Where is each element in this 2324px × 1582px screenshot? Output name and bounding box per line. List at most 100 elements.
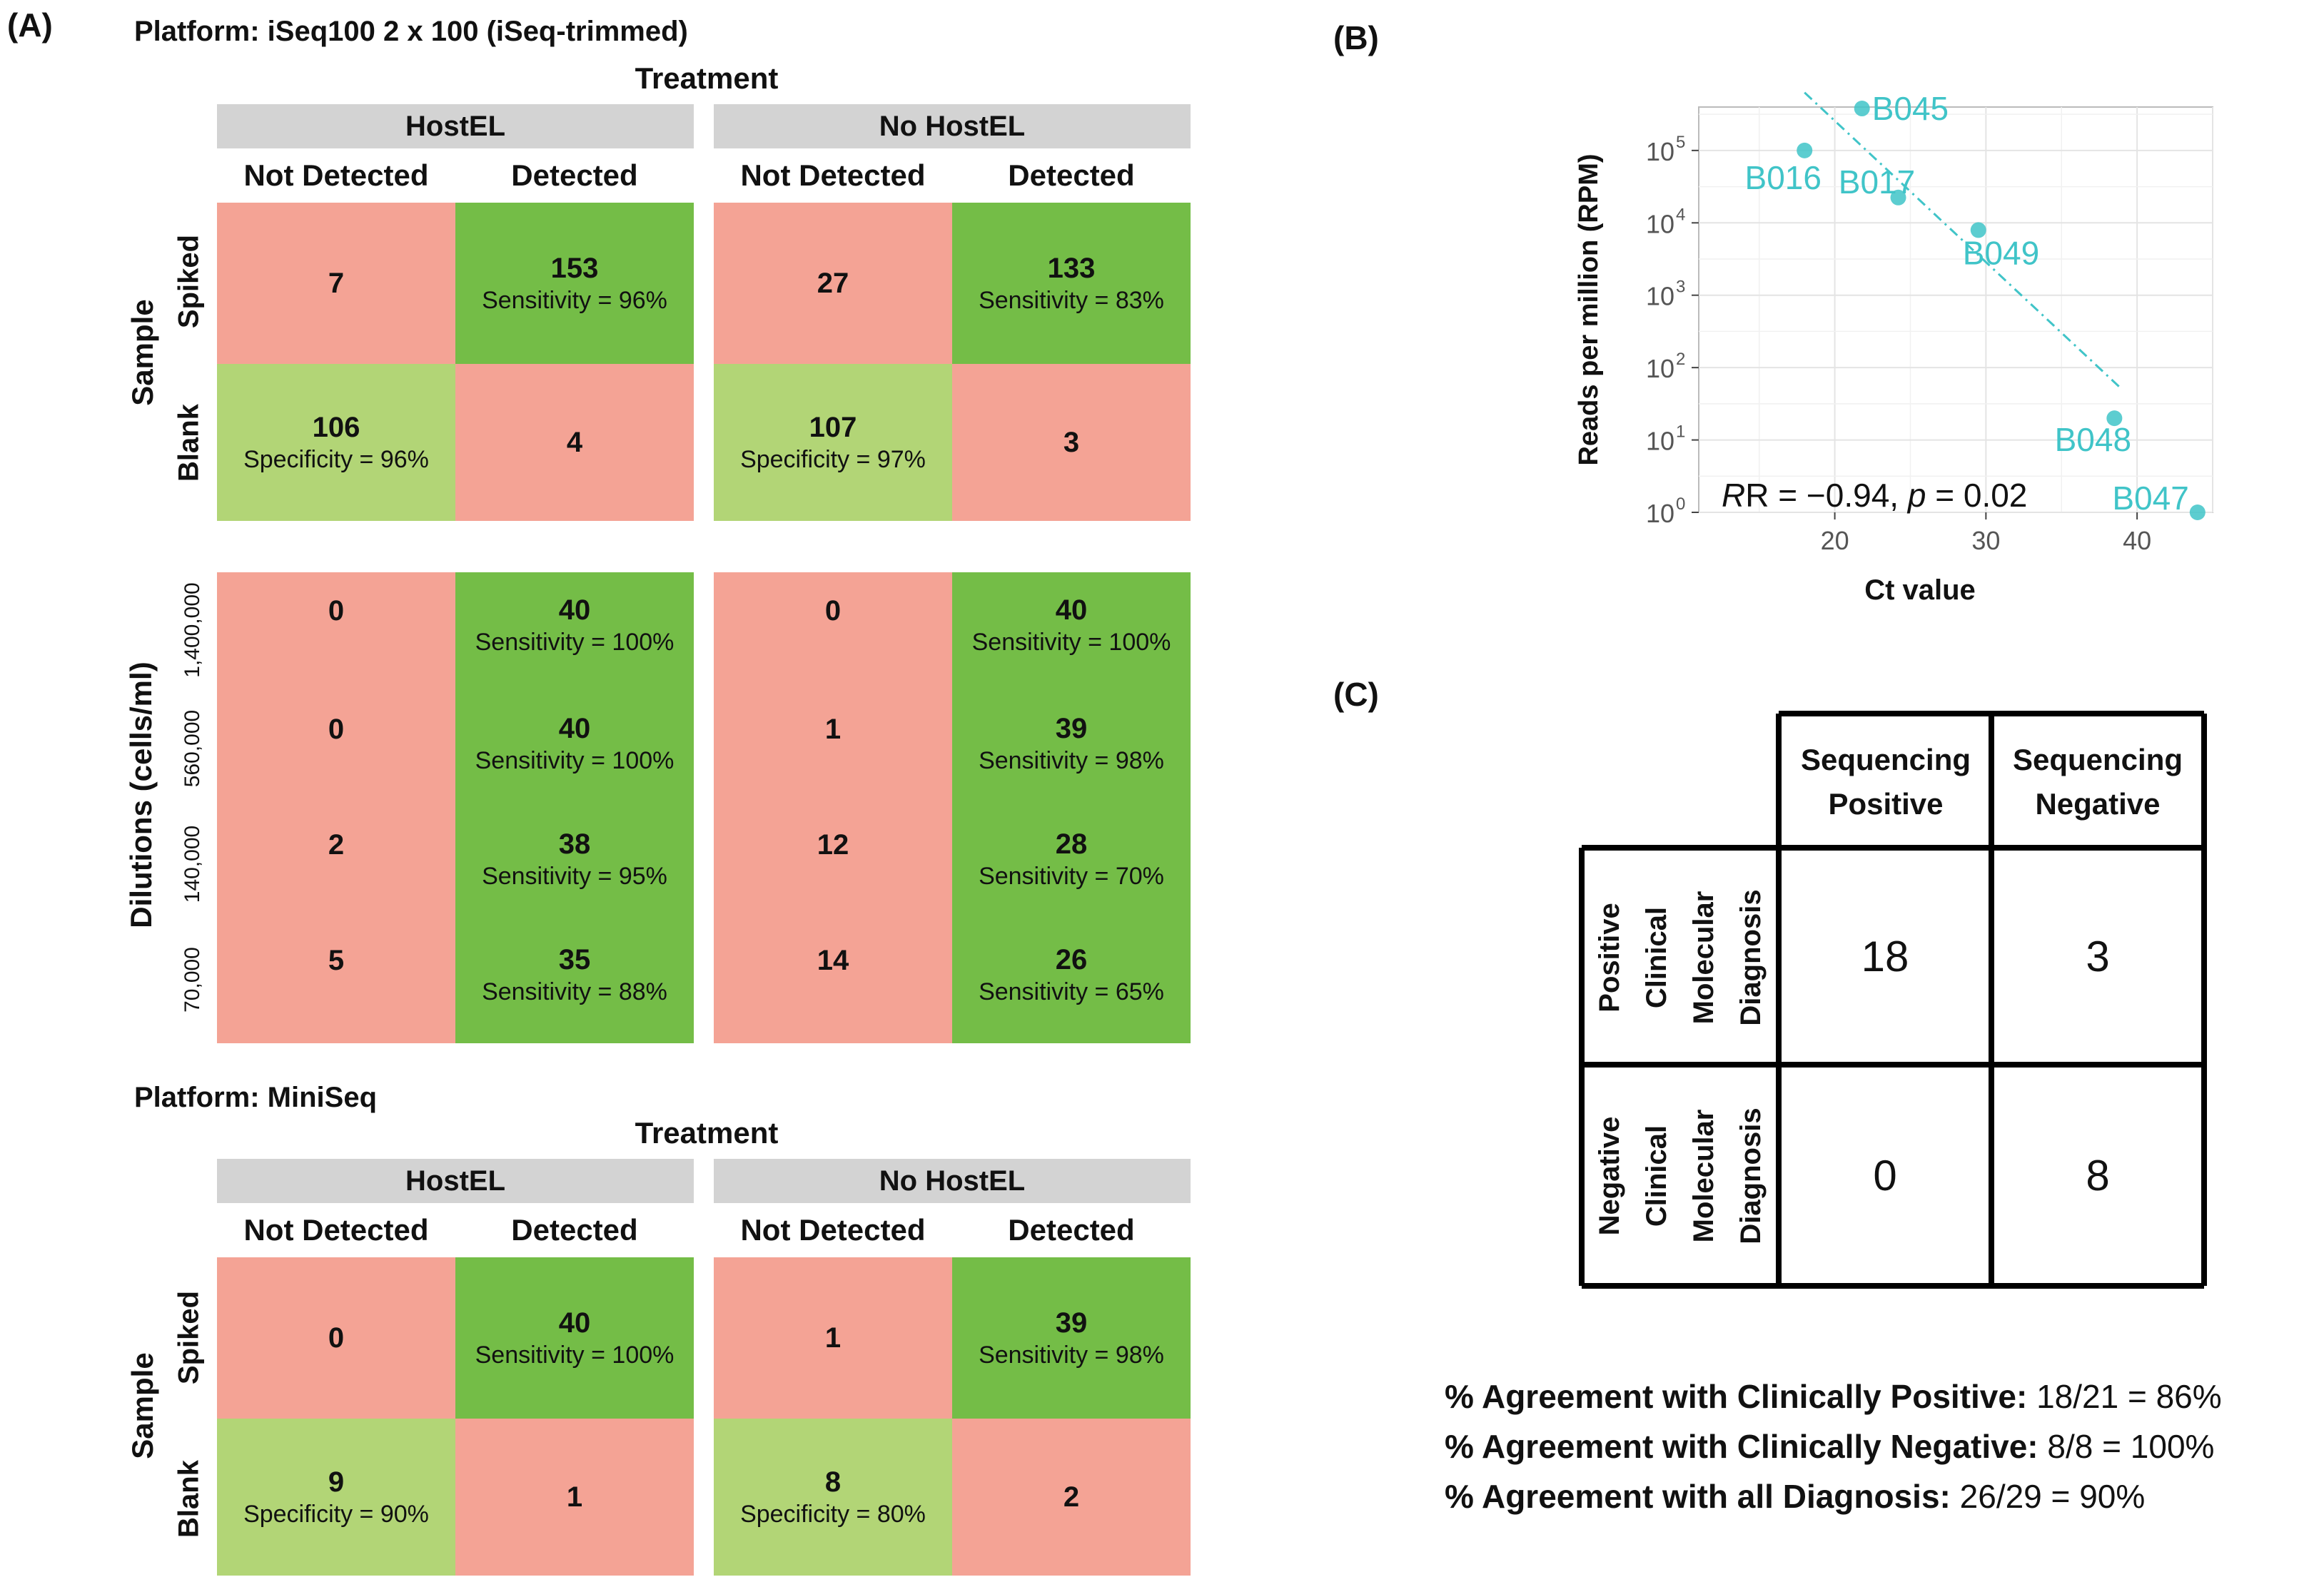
cell-true-negative: 8 Specificity = 80% bbox=[714, 1419, 952, 1576]
cell-count: 35 bbox=[558, 944, 591, 975]
cell-count: 0 bbox=[328, 595, 345, 627]
dilution-cell-detected: 40 Sensitivity = 100% bbox=[455, 589, 694, 661]
x-tick-label: 20 bbox=[1821, 526, 1849, 555]
agreement-label: % Agreement with Clinically Positive: bbox=[1445, 1378, 2028, 1415]
agreement-line: % Agreement with Clinically Positive: 18… bbox=[1445, 1371, 2222, 1421]
cell-metric: Sensitivity = 100% bbox=[971, 629, 1171, 656]
cell-count: 133 bbox=[1047, 253, 1096, 284]
cell-count: 4 bbox=[566, 427, 583, 458]
col-head-not-detected: Not Detected bbox=[740, 158, 926, 192]
correlation-annotation: RR = −0.94, p = 0.02 bbox=[1722, 477, 2027, 514]
y-axis-label: Reads per million (RPM) bbox=[1574, 153, 1604, 465]
plot-background bbox=[1698, 106, 2213, 513]
cell-count: 5 bbox=[328, 945, 345, 976]
cell-metric: Sensitivity = 95% bbox=[482, 863, 667, 890]
dilution-cell-not-detected: 0 bbox=[217, 708, 455, 779]
cell-metric: Specificity = 80% bbox=[740, 1501, 926, 1528]
agreement-table: Sequencing Positive Sequencing Negative … bbox=[1579, 711, 2207, 1289]
dilution-cell-not-detected: 12 bbox=[714, 823, 952, 895]
y-tick-exponent: 2 bbox=[1676, 350, 1685, 369]
row-label-blank: Blank bbox=[173, 1460, 205, 1538]
cell-true-negative: 9 Specificity = 90% bbox=[217, 1419, 455, 1576]
strip-hostel-2: HostEL bbox=[217, 1159, 694, 1203]
cell-true-positive: 39 Sensitivity = 98% bbox=[952, 1257, 1191, 1419]
cell-count: 1 bbox=[566, 1481, 583, 1513]
strip-hostel-1: HostEL bbox=[217, 104, 694, 148]
cell-count: 1 bbox=[824, 714, 842, 745]
cell-metric: Sensitivity = 70% bbox=[979, 863, 1164, 890]
cell-metric: Sensitivity = 100% bbox=[475, 629, 675, 656]
cell-count: 27 bbox=[817, 268, 849, 299]
cell-count: 12 bbox=[817, 829, 849, 861]
dilution-cell-not-detected: 2 bbox=[217, 823, 455, 895]
point-label: B047 bbox=[2112, 480, 2188, 517]
point-label: B045 bbox=[1872, 90, 1949, 127]
cell-true-positive-count: 18 bbox=[1861, 932, 1909, 980]
annotation-p-val: = 0.02 bbox=[1926, 477, 2027, 514]
cell-count: 40 bbox=[558, 1307, 591, 1339]
cell-count: 3 bbox=[1063, 427, 1080, 458]
y-tick-label: 10 bbox=[1646, 354, 1674, 383]
data-point bbox=[1890, 189, 1906, 206]
dilution-column-not-detected bbox=[217, 572, 455, 1043]
data-point bbox=[1797, 142, 1813, 158]
col-head-not-detected: Not Detected bbox=[243, 158, 429, 192]
dilution-cell-detected: 28 Sensitivity = 70% bbox=[952, 823, 1191, 895]
col-header-text: Sequencing Negative bbox=[2012, 743, 2183, 821]
point-label: B017 bbox=[1839, 163, 1915, 201]
cell-count: 40 bbox=[558, 594, 591, 626]
cell-metric: Sensitivity = 100% bbox=[475, 747, 675, 774]
dilution-cell-not-detected: 1 bbox=[714, 708, 952, 779]
cell-count: 0 bbox=[328, 714, 345, 745]
cell-count: 8 bbox=[824, 1466, 842, 1498]
dilution-cell-not-detected: 0 bbox=[714, 589, 952, 661]
point-label: B048 bbox=[2055, 421, 2131, 458]
cell-false-positive: 1 bbox=[455, 1419, 694, 1576]
treatment-label-1: Treatment bbox=[635, 61, 779, 95]
panel-a-label: (A) bbox=[7, 6, 53, 44]
cell-count: 0 bbox=[824, 595, 842, 627]
cell-count: 38 bbox=[558, 828, 591, 860]
col-head-detected: Detected bbox=[511, 158, 638, 192]
col-header-text: Sequencing Positive bbox=[1800, 743, 1971, 821]
cell-count: 40 bbox=[1055, 594, 1088, 626]
y-tick-label: 10 bbox=[1646, 427, 1674, 456]
sample-axis-label: Sample bbox=[126, 1352, 159, 1459]
dilution-cell-detected: 38 Sensitivity = 95% bbox=[455, 823, 694, 895]
agreement-line: % Agreement with all Diagnosis: 26/29 = … bbox=[1445, 1471, 2222, 1521]
cell-count: 7 bbox=[328, 268, 345, 299]
cell-true-positive: 153 Sensitivity = 96% bbox=[455, 203, 694, 364]
cell-metric: Specificity = 90% bbox=[243, 1501, 429, 1528]
row-header-text: Negative Clinical Molecular Diagnosis bbox=[1594, 1107, 1767, 1244]
x-axis-label: Ct value bbox=[1864, 574, 1976, 606]
cell-true-positive: 133 Sensitivity = 83% bbox=[952, 203, 1191, 364]
data-point bbox=[2106, 410, 2123, 427]
dilution-label: 1,400,000 bbox=[181, 582, 204, 678]
cell-false-positive: 4 bbox=[455, 364, 694, 521]
agreement-label: % Agreement with all Diagnosis: bbox=[1445, 1478, 1951, 1515]
cell-metric: Sensitivity = 98% bbox=[979, 747, 1164, 774]
annotation-r: R = −0.94, bbox=[1745, 477, 1908, 514]
agreement-value: 26/29 = 90% bbox=[1959, 1478, 2146, 1515]
y-tick-exponent: 4 bbox=[1676, 205, 1685, 224]
strip-no-hostel-2: No HostEL bbox=[714, 1159, 1191, 1203]
col-header-seq-negative: Sequencing Negative bbox=[1997, 719, 2198, 845]
agreement-value: 8/8 = 100% bbox=[2047, 1428, 2215, 1465]
annotation-p: p bbox=[1906, 477, 1926, 514]
row-label-spiked: Spiked bbox=[173, 234, 205, 329]
dilutions-axis-label: Dilutions (cells/ml) bbox=[124, 661, 158, 928]
cell-count: 9 bbox=[328, 1466, 345, 1498]
panel-c-label: (C) bbox=[1333, 676, 1379, 713]
data-point bbox=[1854, 101, 1870, 117]
cell-true-negative: 106 Specificity = 96% bbox=[217, 364, 455, 521]
y-tick-exponent: 3 bbox=[1676, 278, 1685, 297]
data-point bbox=[2189, 504, 2206, 520]
dilution-column-detected bbox=[455, 572, 694, 1043]
cell-count: 39 bbox=[1055, 713, 1088, 744]
cell-false-positive: 3 bbox=[952, 364, 1191, 521]
cell-true-negative-count: 8 bbox=[2086, 1151, 2110, 1200]
dilution-cell-not-detected: 14 bbox=[714, 939, 952, 1010]
points-group: B016 B045 B017 B049 B048 B047 bbox=[1745, 90, 2206, 520]
cell-true-positive: 40 Sensitivity = 100% bbox=[455, 1257, 694, 1419]
